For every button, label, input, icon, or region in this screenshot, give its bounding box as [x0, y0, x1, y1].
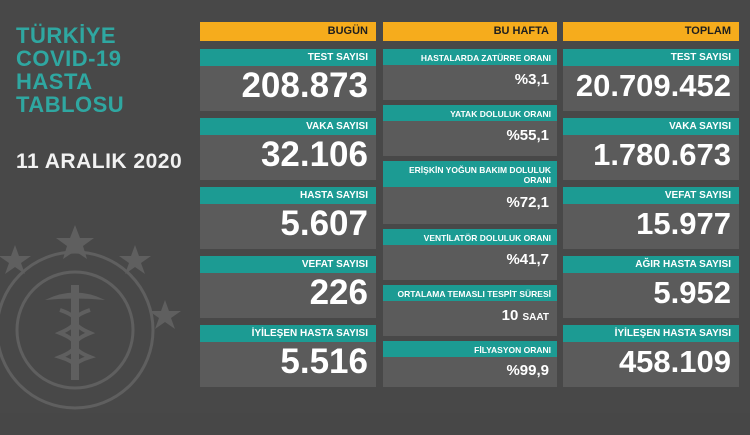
today-test-card: TEST SAYISI 208.873	[200, 49, 376, 111]
card-label: VEFAT SAYISI	[200, 256, 376, 273]
total-test-card: TEST SAYISI 20.709.452	[563, 49, 739, 111]
card-value: 15.977	[636, 206, 731, 241]
card-label: VEFAT SAYISI	[563, 187, 739, 204]
card-value: %72,1	[506, 194, 549, 211]
card-value: 32.106	[260, 135, 368, 174]
card-value: %3,1	[514, 71, 549, 88]
total-death-card: VEFAT SAYISI 15.977	[563, 187, 739, 249]
page-title: TÜRKİYE COVID-19 HASTA TABLOSU	[16, 24, 124, 116]
card-value: 458.109	[618, 344, 731, 379]
total-header: TOPLAM	[563, 22, 739, 41]
title-line: TÜRKİYE	[16, 23, 117, 48]
card-label: HASTA SAYISI	[200, 187, 376, 204]
card-label: YATAK DOLULUK ORANI	[383, 105, 557, 121]
card-label: ORTALAMA TEMASLI TESPİT SÜRESİ	[383, 285, 557, 301]
total-case-card: VAKA SAYISI 1.780.673	[563, 118, 739, 180]
card-value: 5.607	[280, 204, 368, 243]
card-label: VAKA SAYISI	[563, 118, 739, 135]
card-label: İYİLEŞEN HASTA SAYISI	[200, 325, 376, 342]
contact-time-unit: SAAT	[522, 312, 549, 323]
pneumonia-rate-card: HASTALARDA ZATÜRRE ORANI %3,1	[383, 49, 557, 100]
card-label: VAKA SAYISI	[200, 118, 376, 135]
ministry-emblem-icon	[0, 225, 181, 410]
card-label: TEST SAYISI	[563, 49, 739, 66]
total-severe-card: AĞIR HASTA SAYISI 5.952	[563, 256, 739, 318]
card-value: 10 SAAT	[383, 301, 557, 333]
contact-time-value: 10	[501, 307, 519, 324]
card-value: %99,9	[506, 362, 549, 379]
today-header: BUGÜN	[200, 22, 376, 41]
card-value: 226	[309, 273, 368, 312]
today-death-card: VEFAT SAYISI 226	[200, 256, 376, 318]
card-value: 1.780.673	[593, 137, 731, 172]
today-case-card: VAKA SAYISI 32.106	[200, 118, 376, 180]
today-patient-card: HASTA SAYISI 5.607	[200, 187, 376, 249]
card-label: VENTİLATÖR DOLULUK ORANI	[383, 229, 557, 245]
card-label: TEST SAYISI	[200, 49, 376, 66]
ventilator-occupancy-card: VENTİLATÖR DOLULUK ORANI %41,7	[383, 229, 557, 280]
card-value: 208.873	[241, 66, 368, 105]
contact-detection-time-card: ORTALAMA TEMASLI TESPİT SÜRESİ 10 SAAT	[383, 285, 557, 336]
card-value: 5.952	[653, 275, 731, 310]
card-label: ERİŞKİN YOĞUN BAKIM DOLULUK ORANI	[383, 161, 557, 187]
card-label: AĞIR HASTA SAYISI	[563, 256, 739, 273]
card-value: %41,7	[506, 251, 549, 268]
this-week-column: BU HAFTA HASTALARDA ZATÜRRE ORANI %3,1 Y…	[383, 22, 557, 392]
this-week-header: BU HAFTA	[383, 22, 557, 41]
card-label: İYİLEŞEN HASTA SAYISI	[563, 325, 739, 342]
report-date: 11 ARALIK 2020	[16, 150, 183, 173]
card-label: HASTALARDA ZATÜRRE ORANI	[383, 49, 557, 65]
title-line: HASTA	[16, 69, 93, 94]
title-line: TABLOSU	[16, 92, 125, 117]
total-recovered-card: İYİLEŞEN HASTA SAYISI 458.109	[563, 325, 739, 387]
title-line: COVID-19	[16, 46, 122, 71]
total-column: TOPLAM TEST SAYISI 20.709.452 VAKA SAYIS…	[563, 22, 739, 392]
today-recovered-card: İYİLEŞEN HASTA SAYISI 5.516	[200, 325, 376, 387]
today-column: BUGÜN TEST SAYISI 208.873 VAKA SAYISI 32…	[200, 22, 376, 392]
card-value: %55,1	[506, 127, 549, 144]
card-value: 20.709.452	[575, 68, 731, 103]
card-label: FİLYASYON ORANI	[383, 341, 557, 357]
filiation-rate-card: FİLYASYON ORANI %99,9	[383, 341, 557, 387]
icu-occupancy-card: ERİŞKİN YOĞUN BAKIM DOLULUK ORANI %72,1	[383, 161, 557, 224]
card-value: 5.516	[280, 342, 368, 381]
bed-occupancy-card: YATAK DOLULUK ORANI %55,1	[383, 105, 557, 156]
